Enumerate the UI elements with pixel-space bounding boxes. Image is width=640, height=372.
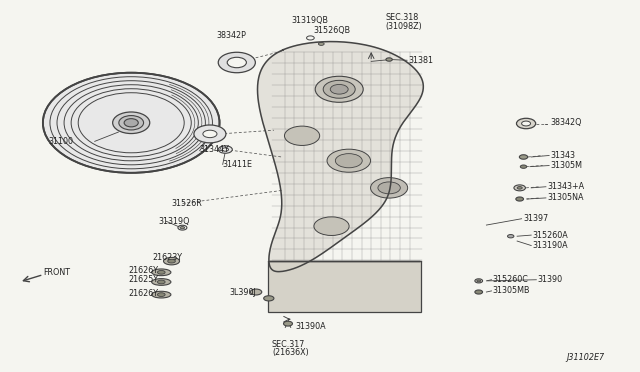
Ellipse shape	[335, 154, 362, 168]
Ellipse shape	[152, 269, 171, 276]
Text: 315260C: 315260C	[493, 275, 529, 284]
Ellipse shape	[327, 149, 371, 172]
Ellipse shape	[520, 165, 527, 168]
Text: 31343: 31343	[550, 151, 575, 160]
Text: (31098Z): (31098Z)	[385, 22, 422, 31]
Text: 21626Y: 21626Y	[128, 289, 158, 298]
Ellipse shape	[164, 257, 179, 265]
Text: 31390: 31390	[538, 275, 563, 284]
Text: 31305M: 31305M	[550, 161, 582, 170]
Text: 31526R: 31526R	[172, 199, 202, 208]
Ellipse shape	[508, 235, 514, 238]
Ellipse shape	[203, 130, 217, 138]
Ellipse shape	[43, 73, 220, 173]
Text: 31305NA: 31305NA	[547, 193, 584, 202]
Text: (21636X): (21636X)	[272, 348, 308, 357]
Text: 315260A: 315260A	[532, 231, 568, 240]
Ellipse shape	[516, 197, 524, 201]
Ellipse shape	[314, 217, 349, 235]
Ellipse shape	[218, 146, 232, 153]
Ellipse shape	[284, 321, 292, 326]
Ellipse shape	[250, 289, 262, 295]
Ellipse shape	[522, 121, 531, 126]
Text: 31381: 31381	[408, 56, 433, 65]
Text: 31343+A: 31343+A	[547, 182, 584, 191]
Text: 31319QB: 31319QB	[291, 16, 328, 25]
Ellipse shape	[194, 125, 226, 143]
Text: 31526QB: 31526QB	[314, 26, 351, 35]
Text: FRONT: FRONT	[44, 268, 70, 277]
Text: SEC.318: SEC.318	[385, 13, 419, 22]
Text: 21623Y: 21623Y	[152, 253, 182, 262]
Ellipse shape	[284, 126, 320, 145]
Ellipse shape	[218, 52, 255, 73]
Ellipse shape	[378, 182, 401, 194]
Ellipse shape	[371, 178, 408, 198]
Text: 31305MB: 31305MB	[493, 286, 531, 295]
Ellipse shape	[119, 116, 143, 130]
Text: 31411E: 31411E	[223, 160, 253, 169]
Ellipse shape	[157, 270, 165, 274]
Text: 31319Q: 31319Q	[159, 217, 190, 226]
Polygon shape	[257, 42, 423, 272]
Ellipse shape	[227, 57, 246, 68]
Ellipse shape	[323, 80, 355, 98]
Ellipse shape	[475, 279, 483, 283]
Text: 3L390J: 3L390J	[229, 288, 256, 296]
Ellipse shape	[264, 296, 274, 301]
Ellipse shape	[517, 187, 522, 189]
Ellipse shape	[316, 76, 364, 102]
Ellipse shape	[386, 58, 392, 61]
Ellipse shape	[516, 118, 536, 129]
Ellipse shape	[475, 290, 483, 294]
Ellipse shape	[113, 112, 150, 134]
Text: 21626Y: 21626Y	[128, 266, 158, 275]
Ellipse shape	[157, 280, 165, 284]
Text: 31390A: 31390A	[296, 322, 326, 331]
Text: 38342Q: 38342Q	[550, 118, 582, 126]
Text: 31100: 31100	[49, 137, 74, 146]
Text: 21625Y: 21625Y	[128, 275, 158, 284]
Text: 31397: 31397	[524, 214, 548, 223]
FancyBboxPatch shape	[268, 261, 421, 312]
Ellipse shape	[152, 279, 171, 285]
Text: 38342P: 38342P	[216, 31, 246, 40]
Ellipse shape	[319, 42, 324, 45]
Ellipse shape	[124, 119, 138, 127]
Ellipse shape	[168, 259, 175, 263]
Ellipse shape	[157, 293, 165, 296]
Ellipse shape	[477, 280, 481, 282]
Text: J31102E7: J31102E7	[566, 353, 605, 362]
Ellipse shape	[330, 84, 348, 94]
Text: 313190A: 313190A	[532, 241, 568, 250]
Text: SEC.317: SEC.317	[272, 340, 305, 349]
Ellipse shape	[520, 155, 527, 159]
Ellipse shape	[514, 185, 525, 191]
Text: 31344Y: 31344Y	[200, 145, 229, 154]
Ellipse shape	[180, 227, 184, 229]
Ellipse shape	[222, 148, 228, 151]
Ellipse shape	[152, 291, 171, 298]
